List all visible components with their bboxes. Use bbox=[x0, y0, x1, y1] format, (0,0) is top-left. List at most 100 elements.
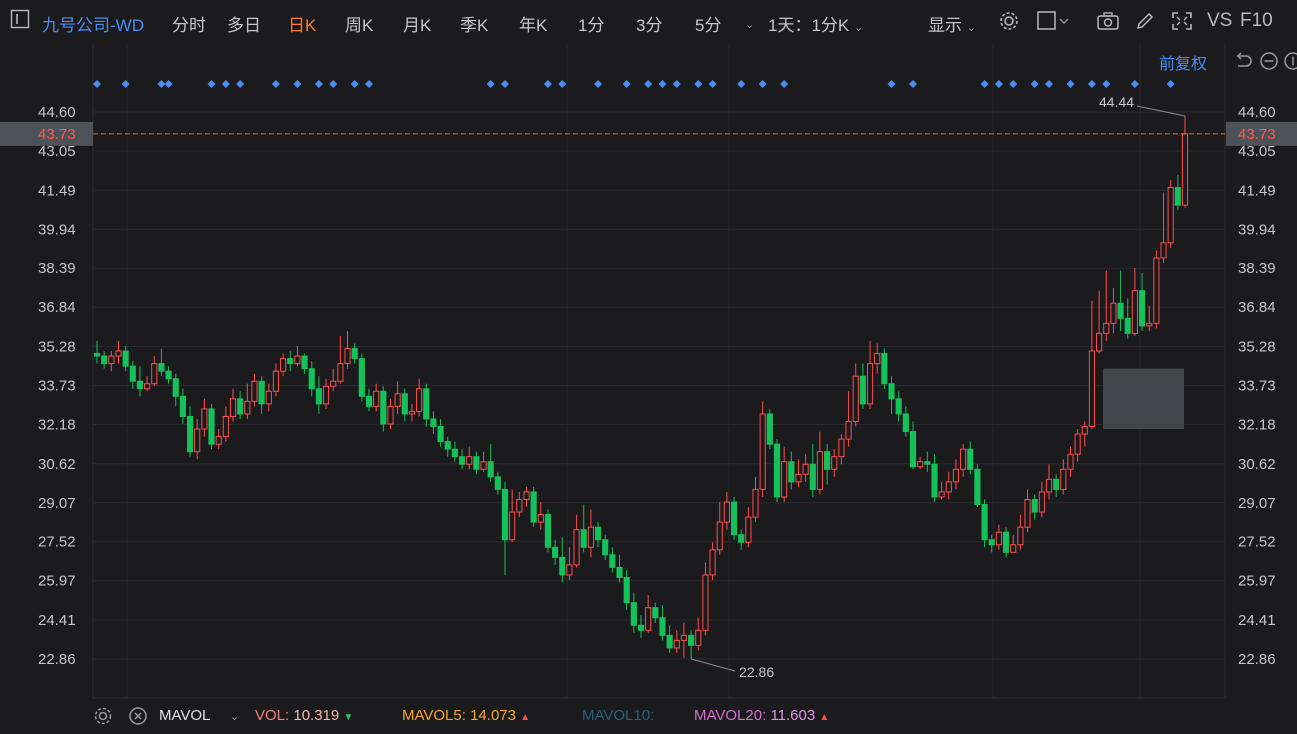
period-more-chevron-icon[interactable]: ⌄ bbox=[745, 19, 755, 31]
vs-compare-button[interactable]: VS bbox=[1207, 10, 1233, 31]
period-tab-6[interactable]: 年K bbox=[519, 16, 548, 35]
stock-name[interactable]: 九号公司-WD bbox=[42, 16, 144, 35]
zoom-in-icon[interactable] bbox=[1283, 51, 1297, 76]
candle-body-103 bbox=[831, 456, 838, 470]
candle-body-87 bbox=[716, 521, 723, 551]
event-marker-5 bbox=[221, 80, 230, 88]
candle-body-75 bbox=[630, 602, 637, 626]
current-price-label-right: 43.73 bbox=[1238, 126, 1276, 143]
settings-gear-icon[interactable] bbox=[998, 10, 1020, 37]
candle-body-83 bbox=[688, 634, 695, 646]
y-axis: 44.60 44.60 43.05 43.05 41.49 41.49 39.94 39.94… bbox=[38, 104, 1276, 668]
candle-body-19 bbox=[229, 398, 237, 417]
period-tab-5[interactable]: 季K bbox=[460, 16, 489, 35]
candle-body-109 bbox=[874, 353, 881, 365]
candle-body-43 bbox=[401, 393, 408, 415]
candle-body-32 bbox=[322, 385, 330, 405]
period-tab-8[interactable]: 3分 bbox=[636, 16, 663, 35]
candle-body-52 bbox=[466, 456, 473, 465]
candle-body-2 bbox=[108, 355, 115, 365]
y-tick-label-left: 38.39 bbox=[38, 260, 76, 277]
draw-pencil-icon[interactable] bbox=[1134, 10, 1156, 37]
indicator-settings-gear-icon[interactable] bbox=[93, 706, 113, 730]
candle-body-22 bbox=[251, 380, 258, 402]
candle-body-102 bbox=[824, 451, 831, 470]
candlestick-chart[interactable]: 44.60 44.60 43.05 43.05 41.49 41.49 39.94 39.94… bbox=[0, 44, 1297, 700]
zoom-out-icon[interactable] bbox=[1259, 51, 1279, 76]
panel-toggle-icon[interactable] bbox=[10, 9, 30, 34]
event-markers bbox=[93, 80, 1175, 88]
y-tick-label-left: 44.60 bbox=[38, 104, 76, 121]
candle-body-5 bbox=[129, 365, 136, 382]
candle-body-92 bbox=[752, 488, 759, 518]
period-tab-0[interactable]: 分时 bbox=[172, 16, 206, 35]
candle-body-82 bbox=[680, 634, 688, 641]
candle-body-62 bbox=[537, 514, 544, 523]
candle-body-27 bbox=[287, 358, 294, 365]
candle-body-34 bbox=[337, 363, 344, 382]
candle-body-41 bbox=[387, 405, 394, 425]
event-marker-7 bbox=[271, 80, 280, 88]
y-tick-label-right: 24.41 bbox=[1238, 612, 1276, 629]
y-tick-label-right: 27.52 bbox=[1238, 534, 1276, 551]
event-marker-14 bbox=[501, 80, 509, 88]
event-marker-31 bbox=[1009, 80, 1018, 88]
candle-body-39 bbox=[373, 390, 380, 407]
indicator-name[interactable]: MAVOL bbox=[159, 707, 211, 724]
period-tab-2[interactable]: 日K bbox=[288, 16, 317, 35]
up-arrow-icon: ▲ bbox=[520, 712, 531, 723]
candle-body-56 bbox=[494, 476, 501, 490]
candle-body-74 bbox=[623, 576, 630, 604]
multi-day-label: 1天：1分K bbox=[768, 16, 850, 35]
adjust-mode-button[interactable]: 前复权 bbox=[1159, 56, 1208, 73]
event-marker-26 bbox=[780, 80, 789, 88]
low-label-leader bbox=[690, 658, 736, 672]
event-marker-15 bbox=[543, 80, 552, 88]
indicator-chevron-down-icon[interactable]: ⌄ bbox=[230, 711, 240, 723]
period-tab-4[interactable]: 月K bbox=[403, 16, 432, 35]
mavol5-label: MAVOL5: bbox=[402, 707, 466, 724]
period-tab-3[interactable]: 周K bbox=[345, 16, 374, 35]
multi-day-selector[interactable]: 1天：1分K ⌄ bbox=[768, 11, 863, 36]
candle-body-152 bbox=[1181, 133, 1189, 206]
candle-body-15 bbox=[201, 408, 208, 430]
event-marker-33 bbox=[1045, 80, 1053, 88]
up-arrow-icon: ▲ bbox=[819, 712, 830, 723]
period-tab-7[interactable]: 1分 bbox=[578, 16, 605, 35]
period-tab-1[interactable]: 多日 bbox=[227, 16, 261, 35]
display-dropdown[interactable]: 显示 ⌄ bbox=[928, 11, 976, 36]
y-tick-label-right: 25.97 bbox=[1238, 573, 1276, 590]
event-marker-27 bbox=[887, 80, 896, 88]
mavol5-readout: MAVOL5: 14.073 ▲ bbox=[402, 707, 530, 724]
event-marker-16 bbox=[558, 80, 567, 88]
candle-body-68 bbox=[580, 529, 587, 548]
indicator-close-icon[interactable] bbox=[128, 706, 148, 730]
event-marker-28 bbox=[909, 80, 917, 88]
candle-body-150 bbox=[1167, 186, 1174, 244]
candle-body-46 bbox=[423, 388, 430, 420]
vol-readout: VOL: 10.319 ▼ bbox=[255, 707, 353, 724]
f10-button[interactable]: F10 bbox=[1240, 10, 1273, 31]
candle-body-20 bbox=[237, 398, 244, 415]
event-marker-34 bbox=[1066, 80, 1075, 88]
candle-body-145 bbox=[1131, 290, 1138, 334]
candle-body-146 bbox=[1138, 290, 1146, 327]
candle-body-63 bbox=[544, 514, 552, 548]
candle-body-111 bbox=[888, 383, 895, 400]
period-tab-9[interactable]: 5分 bbox=[695, 16, 722, 35]
candle-body-143 bbox=[1117, 302, 1124, 319]
current-price-tag-left bbox=[0, 121, 93, 146]
candle-body-36 bbox=[351, 348, 358, 360]
candle-body-37 bbox=[358, 358, 365, 397]
y-tick-label-right: 29.07 bbox=[1238, 495, 1276, 512]
undo-icon[interactable] bbox=[1233, 52, 1253, 75]
candle-body-98 bbox=[795, 473, 802, 483]
camera-icon[interactable] bbox=[1096, 10, 1120, 37]
candle-body-112 bbox=[895, 398, 902, 415]
fullscreen-icon[interactable] bbox=[1170, 10, 1194, 37]
candle-body-97 bbox=[788, 461, 795, 483]
layout-square-icon[interactable] bbox=[1036, 10, 1070, 37]
y-tick-label-right: 32.18 bbox=[1238, 416, 1276, 433]
candle-body-126 bbox=[995, 531, 1002, 546]
chart-overlays: 43.73 43.73 44.44 22.86 bbox=[0, 94, 1297, 680]
